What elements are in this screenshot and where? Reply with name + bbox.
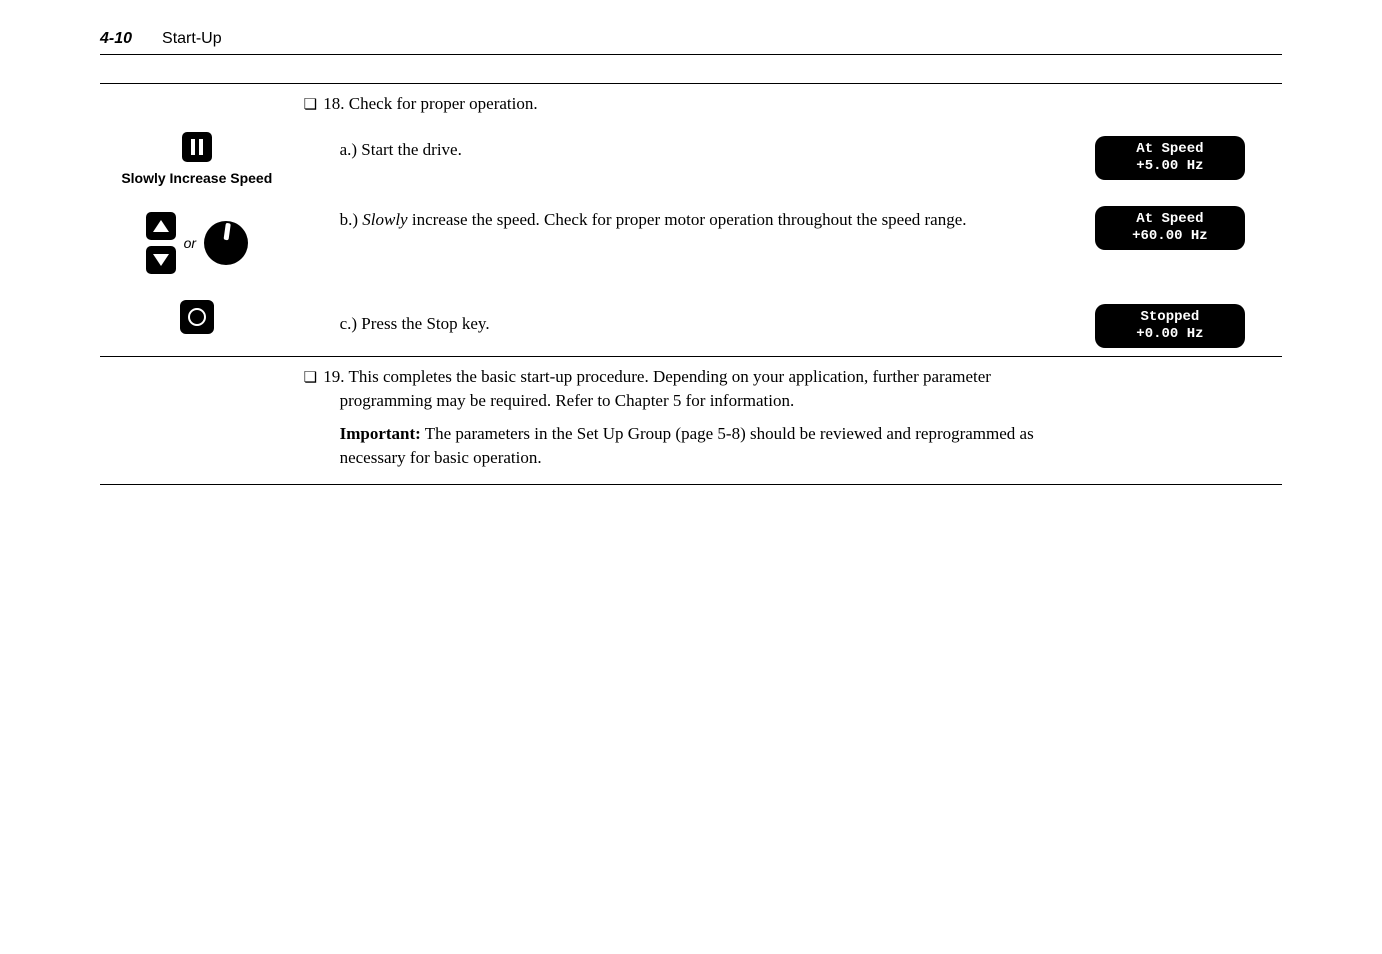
checkbox-icon: ❏	[304, 370, 317, 386]
start-drive-icon	[182, 132, 212, 162]
lcd-c-line2: +0.00 Hz	[1095, 326, 1245, 343]
step-18b-italic: Slowly	[362, 210, 407, 229]
step-18a: a.) Start the drive.	[340, 138, 1048, 162]
step-18b-rest: increase the speed. Check for proper mot…	[408, 210, 967, 229]
step-19-heading: ❏ 19. This completes the basic start-up …	[304, 365, 1048, 413]
step-18c: c.) Press the Stop key.	[340, 312, 1048, 336]
step-19-important: Important: The parameters in the Set Up …	[340, 422, 1048, 470]
page-number: 4-10	[100, 30, 132, 48]
slowly-increase-label: Slowly Increase Speed	[110, 170, 284, 186]
lcd-display-a: At Speed +5.00 Hz	[1095, 136, 1245, 180]
important-text: The parameters in the Set Up Group (page…	[340, 424, 1034, 467]
down-arrow-icon	[146, 246, 176, 274]
potentiometer-icon	[204, 221, 248, 265]
lcd-display-c: Stopped +0.00 Hz	[1095, 304, 1245, 348]
lcd-c-line1: Stopped	[1095, 309, 1245, 326]
speed-controls-group: or	[110, 212, 284, 274]
page-title: Start-Up	[162, 30, 222, 48]
lcd-display-b: At Speed +60.00 Hz	[1095, 206, 1245, 250]
step-18b-prefix: b.)	[340, 210, 363, 229]
step-18-text: 18. Check for proper operation.	[323, 94, 537, 113]
step-18-heading: ❏ 18. Check for proper operation.	[304, 92, 1048, 116]
lcd-a-line1: At Speed	[1095, 141, 1245, 158]
procedure-table: ❏ 18. Check for proper operation. Slowly…	[100, 83, 1282, 485]
stop-key-icon	[180, 300, 214, 334]
important-label: Important:	[340, 424, 421, 443]
step-19-text: 19. This completes the basic start-up pr…	[323, 367, 991, 410]
lcd-b-line2: +60.00 Hz	[1095, 228, 1245, 245]
or-label: or	[184, 235, 196, 251]
page-header: 4-10 Start-Up	[100, 30, 1282, 55]
lcd-b-line1: At Speed	[1095, 211, 1245, 228]
lcd-a-line2: +5.00 Hz	[1095, 158, 1245, 175]
up-arrow-icon	[146, 212, 176, 240]
checkbox-icon: ❏	[304, 97, 317, 113]
step-18b: b.) Slowly increase the speed. Check for…	[340, 208, 1048, 232]
